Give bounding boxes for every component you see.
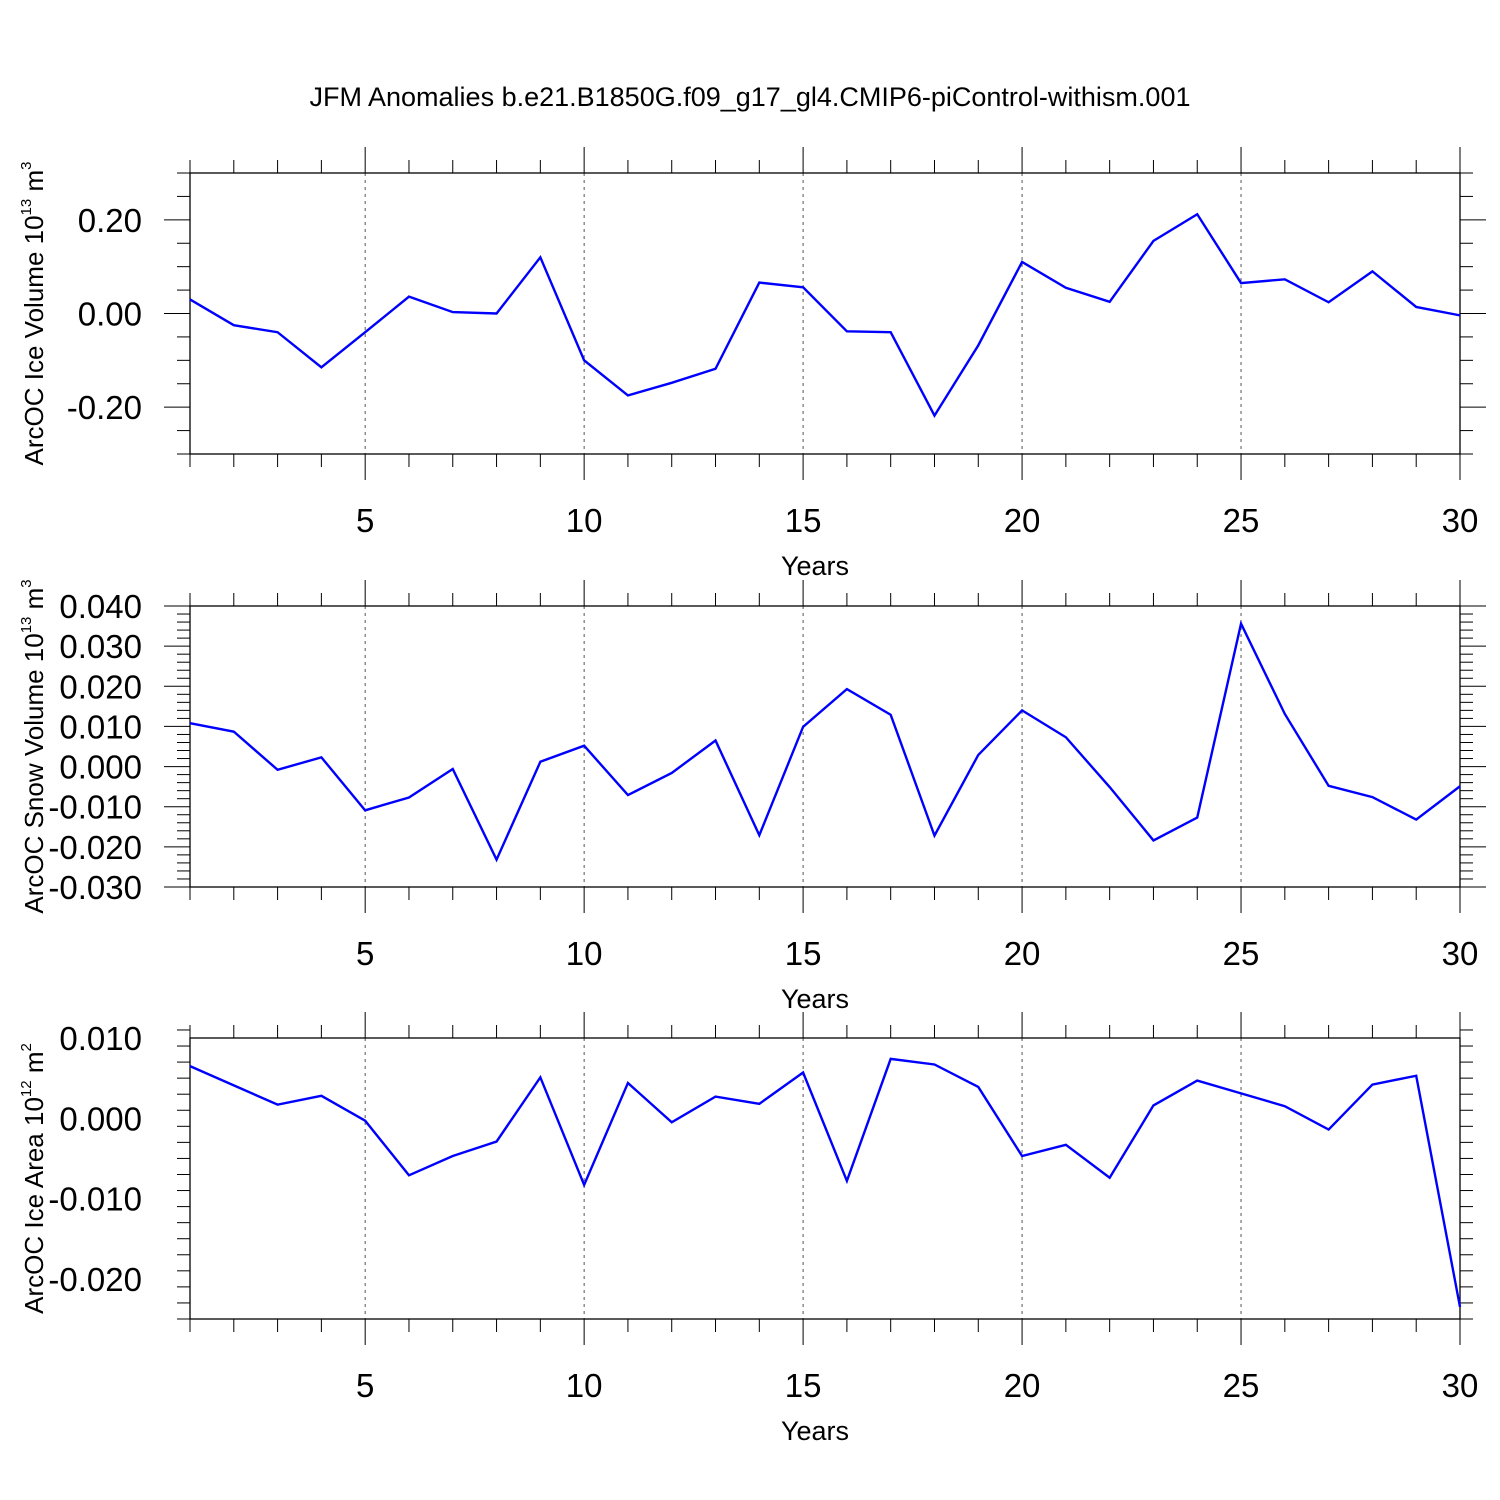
x-tick-label: 25: [1223, 502, 1260, 539]
y-tick-label: 0.20: [78, 202, 142, 239]
x-tick-label: 30: [1442, 502, 1479, 539]
y-tick-label: -0.030: [48, 869, 142, 906]
x-tick-label: 15: [785, 1367, 822, 1404]
y-axis-label-text: ArcOC Ice Area 10: [19, 1097, 49, 1314]
plot-frame: [189, 605, 1461, 888]
chart-panel-2: 5 10 15 20 25 30-0.030-0.020-0.0100.0000.0100…: [18, 579, 1486, 1014]
figure-title: JFM Anomalies b.e21.B1850G.f09_g17_gl4.C…: [310, 82, 1191, 112]
y-tick-label: 0.000: [59, 1100, 142, 1137]
y-axis-label: ArcOC Ice Volume 1013 m3: [18, 162, 49, 466]
y-tick-label: 0.010: [59, 1020, 142, 1057]
x-tick-label: 25: [1223, 1367, 1260, 1404]
y-tick-label: 0.000: [59, 749, 142, 786]
x-tick-label: 10: [566, 502, 603, 539]
y-tick-label: -0.20: [67, 389, 142, 426]
series-line: [189, 212, 1461, 419]
y-axis-label-unit: m: [19, 1052, 49, 1081]
y-tick-label: -0.010: [48, 1181, 142, 1218]
y-tick-label: -0.010: [48, 789, 142, 826]
y-axis-label-exponent: 13: [18, 199, 35, 216]
y-tick-label: -0.020: [48, 1261, 142, 1298]
chart-panel-1: 5 10 15 20 25 30 -0.20 0.00 0.20 Years ArcOC Ice V…: [18, 147, 1486, 581]
x-axis-label: Years: [781, 1416, 849, 1446]
y-axis-label: ArcOC Snow Volume 1013 m3: [18, 579, 49, 913]
x-tick-label: 5: [356, 502, 374, 539]
y-tick-label: 0.010: [59, 708, 142, 745]
plot-frame: [189, 172, 1461, 455]
y-tick-label: 0.020: [59, 668, 142, 705]
y-axis-label-unit: m: [19, 170, 49, 199]
series-line: [189, 620, 1461, 863]
x-axis-label: Years: [781, 551, 849, 581]
y-axis-label-text: ArcOC Ice Volume 10: [19, 215, 49, 465]
y-axis-label-text: ArcOC Snow Volume 10: [19, 633, 49, 913]
y-tick-label: 0.040: [59, 588, 142, 625]
x-tick-label: 15: [785, 935, 822, 972]
x-tick-label: 5: [356, 1367, 374, 1404]
x-tick-label: 30: [1442, 935, 1479, 972]
y-axis-label-unit-exponent: 2: [18, 1043, 35, 1051]
x-axis-label: Years: [781, 984, 849, 1014]
y-tick-label: 0.00: [78, 296, 142, 333]
series-line: [189, 1057, 1462, 1308]
x-tick-label: 30: [1442, 1367, 1479, 1404]
y-axis-label-exponent: 13: [18, 617, 35, 634]
y-axis-label-unit-exponent: 3: [18, 579, 35, 587]
y-axis-label-exponent: 12: [18, 1080, 35, 1097]
y-tick-label: -0.020: [48, 829, 142, 866]
x-tick-label: 15: [785, 502, 822, 539]
y-axis-label: ArcOC Ice Area 1012 m2: [18, 1043, 49, 1314]
x-tick-label: 20: [1004, 502, 1041, 539]
x-tick-label: 25: [1223, 935, 1260, 972]
plot-frame: [189, 1037, 1461, 1320]
x-tick-label: 10: [566, 1367, 603, 1404]
x-tick-label: 20: [1004, 935, 1041, 972]
x-tick-label: 5: [356, 935, 374, 972]
x-tick-label: 10: [566, 935, 603, 972]
y-tick-label: 0.030: [59, 628, 142, 665]
y-axis-label-unit: m: [19, 588, 49, 617]
y-axis-label-unit-exponent: 3: [18, 162, 35, 170]
x-tick-label: 20: [1004, 1367, 1041, 1404]
chart-panel-3: 5 10 15 20 25 30 -0.020 -0.010 0.000 0.010 Years Ar…: [18, 1012, 1478, 1446]
